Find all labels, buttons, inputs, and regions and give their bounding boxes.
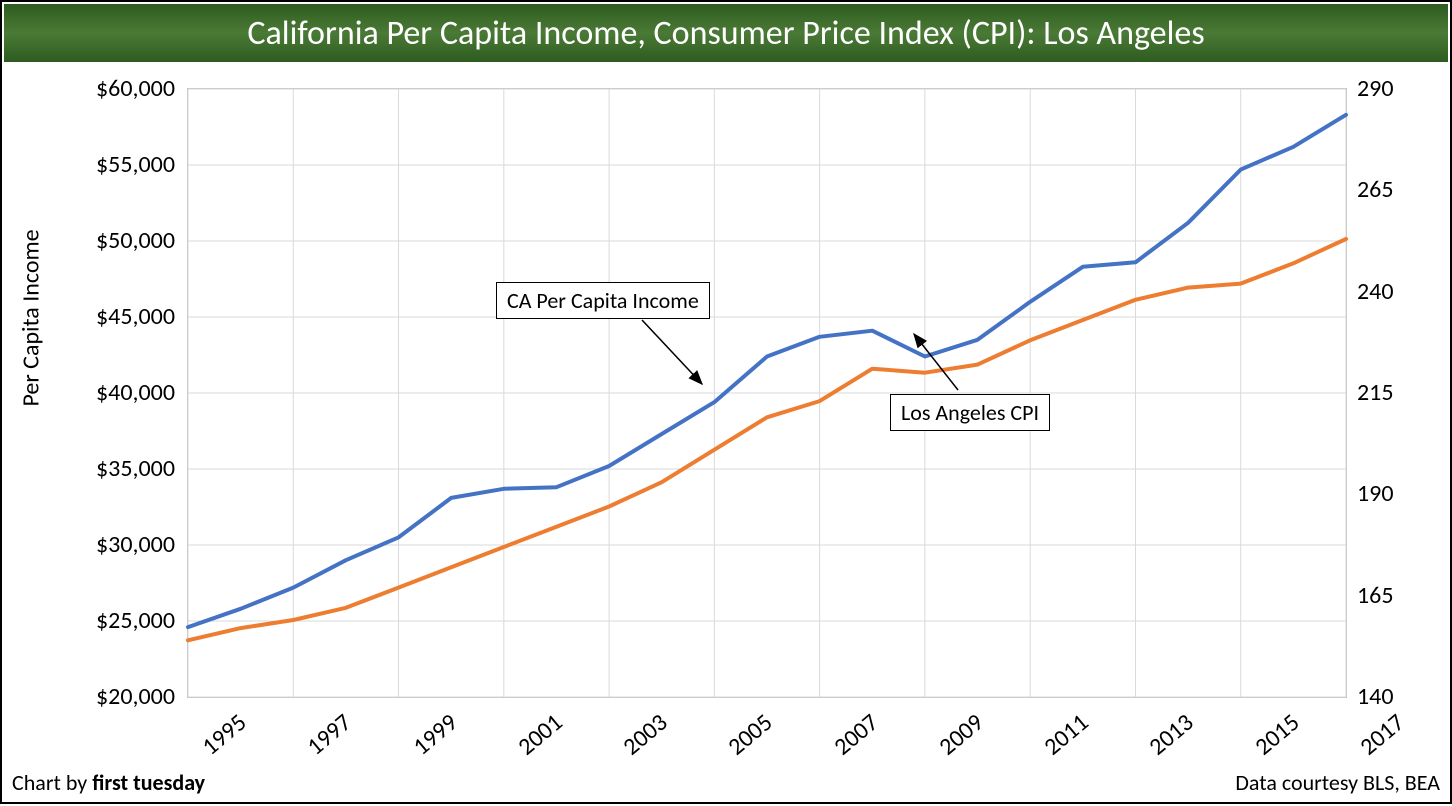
x-tick-label: 1997 bbox=[302, 708, 358, 761]
x-tick-label: 2011 bbox=[1039, 708, 1095, 761]
chart-container: California Per Capita Income, Consumer P… bbox=[0, 0, 1452, 804]
x-tick-label: 1995 bbox=[196, 708, 252, 761]
x-tick-label: 2007 bbox=[828, 708, 884, 761]
chart-title-bar: California Per Capita Income, Consumer P… bbox=[4, 4, 1448, 62]
y-left-tick-label: $40,000 bbox=[96, 378, 175, 407]
x-tick-label: 1999 bbox=[407, 708, 463, 761]
y-left-tick-label: $20,000 bbox=[96, 682, 175, 711]
y-left-axis-title: Per Capita Income bbox=[17, 379, 46, 407]
callout-label: CA Per Capita Income bbox=[496, 282, 710, 319]
x-tick-label: 2015 bbox=[1249, 708, 1305, 761]
y-left-tick-label: $30,000 bbox=[96, 530, 175, 559]
footer-left-bold: first tuesday bbox=[92, 769, 205, 796]
y-left-tick-label: $50,000 bbox=[96, 226, 175, 255]
plot-area bbox=[187, 88, 1347, 698]
footer-left: Chart by first tuesday bbox=[12, 769, 205, 796]
chart-title: California Per Capita Income, Consumer P… bbox=[247, 13, 1204, 54]
y-left-tick-label: $35,000 bbox=[96, 454, 175, 483]
x-tick-label: 2013 bbox=[1144, 708, 1200, 761]
x-tick-label: 2001 bbox=[512, 708, 568, 761]
y-right-tick-label: 190 bbox=[1357, 479, 1394, 508]
y-right-tick-label: 215 bbox=[1357, 378, 1394, 407]
series-line bbox=[188, 239, 1346, 640]
series-line bbox=[188, 115, 1346, 627]
footer-left-prefix: Chart by bbox=[12, 769, 92, 796]
y-right-tick-label: 140 bbox=[1357, 682, 1394, 711]
data-lines bbox=[188, 89, 1346, 697]
callout-label: Los Angeles CPI bbox=[890, 394, 1050, 431]
y-right-tick-label: 290 bbox=[1357, 74, 1394, 103]
y-left-tick-label: $55,000 bbox=[96, 150, 175, 179]
y-right-tick-label: 265 bbox=[1357, 175, 1394, 204]
x-tick-label: 2003 bbox=[617, 708, 673, 761]
x-tick-label: 2005 bbox=[723, 708, 779, 761]
y-right-tick-label: 240 bbox=[1357, 277, 1394, 306]
y-left-tick-label: $45,000 bbox=[96, 302, 175, 331]
footer-right: Data courtesy BLS, BEA bbox=[1235, 769, 1440, 796]
x-tick-label: 2017 bbox=[1354, 708, 1410, 761]
y-left-tick-label: $25,000 bbox=[96, 606, 175, 635]
y-right-tick-label: 165 bbox=[1357, 581, 1394, 610]
x-tick-label: 2009 bbox=[933, 708, 989, 761]
y-left-tick-label: $60,000 bbox=[96, 74, 175, 103]
